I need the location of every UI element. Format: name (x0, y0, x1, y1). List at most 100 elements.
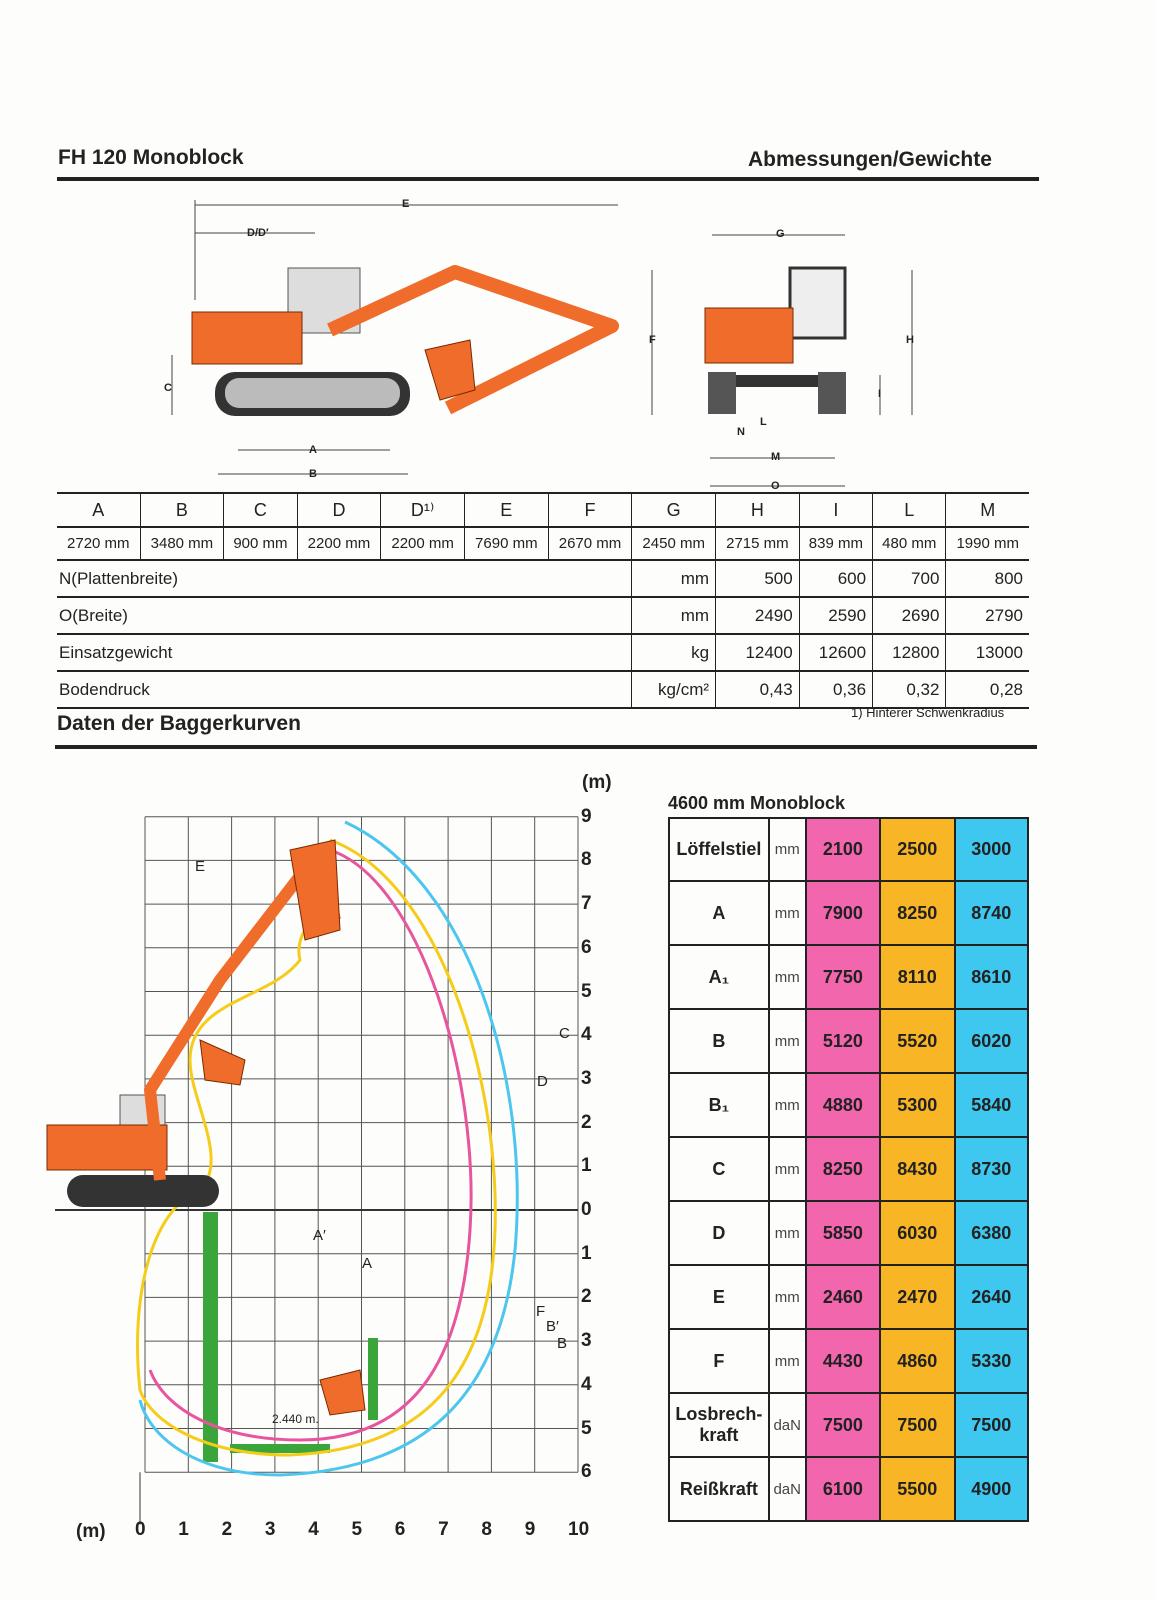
row-label: Losbrech-kraft (668, 1392, 770, 1458)
trench-wall (203, 1212, 218, 1462)
row-unit: mm (631, 597, 716, 634)
y-tick-label: 6 (581, 936, 592, 959)
cell-value: 5300 (879, 1072, 956, 1138)
y-tick-label: 0 (581, 1199, 592, 1221)
cell-value: 2670 mm (547, 527, 632, 560)
row-label: O(Breite) (59, 605, 128, 625)
row-label: Reißkraft (668, 1456, 770, 1522)
row-unit: mm (767, 1136, 807, 1202)
cell-value: 5500 (879, 1456, 956, 1522)
cell-value: 500 (715, 560, 800, 597)
trench-wall (368, 1338, 378, 1420)
cell-value: 2200 mm (296, 527, 381, 560)
cell-value: 7750 (804, 944, 882, 1010)
diagram-label-b1: B′ (546, 1318, 559, 1335)
cell-value: 1990 mm (945, 527, 1029, 560)
y-tick-label: 8 (581, 849, 592, 872)
x-tick-label: 10 (568, 1519, 590, 1540)
cell-value: 2450 mm (631, 527, 716, 560)
cell-value: 480 mm (872, 527, 946, 560)
column-header: M (945, 494, 1029, 527)
footnote: 1) Hinterer Schwenkradius (851, 705, 1005, 720)
diagram-label-f: F (536, 1303, 546, 1320)
cell-value: 5520 (879, 1008, 956, 1074)
curve-pink (148, 848, 473, 1442)
cell-value: 2490 (715, 597, 800, 634)
column-header: L (872, 494, 946, 527)
column-header: I (798, 494, 873, 527)
dimensions-table: A B C D D¹⁾ E F G H I L M 2720 mm 3480 mm 900 mm 2200 … (57, 494, 1029, 709)
cell-value: 6100 (804, 1456, 882, 1522)
divider (57, 492, 1029, 494)
y-tick-label: 4 (581, 1024, 592, 1047)
cell-value: 2470 (879, 1264, 956, 1330)
cell-value: 8610 (953, 944, 1029, 1010)
row-unit: mm (767, 1200, 807, 1266)
cell-value: 0,32 (872, 671, 946, 708)
dim-label-c: C (164, 382, 172, 394)
cell-value: 0,43 (715, 671, 800, 708)
cell-value: 5120 (804, 1008, 882, 1074)
row-unit: mm (767, 1008, 807, 1074)
cell-value: 8250 (804, 1136, 882, 1202)
diagram-label-b: B (557, 1335, 568, 1352)
curve-table-title: 4600 mm Monoblock (668, 793, 846, 813)
dim-label-g: G (776, 228, 785, 240)
y-tick-label: 6 (581, 1461, 592, 1484)
x-tick-label: 0 (135, 1519, 146, 1540)
diagram-label-d: D (537, 1073, 548, 1090)
x-unit-label: (m) (76, 1521, 106, 1542)
cell-value: 8740 (953, 880, 1029, 946)
cell-value: 600 (798, 560, 873, 597)
column-header: B (139, 494, 224, 527)
row-label: E (668, 1264, 770, 1330)
cell-value: 6380 (953, 1200, 1029, 1266)
cell-value: 2640 (953, 1264, 1029, 1330)
excavator-track (67, 1175, 219, 1207)
row-unit: daN (767, 1392, 807, 1458)
table-row: A₁ mm 7750 8110 8610 (668, 944, 1029, 1010)
cell-value: 6030 (879, 1200, 956, 1266)
excavator-body (46, 1124, 168, 1171)
cell-value: 900 mm (223, 527, 298, 560)
cell-value: 800 (945, 560, 1029, 597)
cell-value: 4860 (879, 1328, 956, 1394)
row-unit: kg/cm² (631, 671, 716, 708)
table-row: A B C D D¹⁾ E F G H I L M (57, 494, 1029, 527)
cell-value: 7500 (804, 1392, 882, 1458)
row-unit: kg (631, 634, 716, 671)
table-row: B₁ mm 4880 5300 5840 (668, 1072, 1029, 1138)
curve-yellow (136, 838, 497, 1457)
row-unit: mm (767, 1072, 807, 1138)
row-label: D (668, 1200, 770, 1266)
y-tick-label: 2 (581, 1286, 592, 1309)
column-header: D (296, 494, 381, 527)
x-tick-label: 1 (178, 1519, 189, 1540)
cell-value: 700 (872, 560, 946, 597)
y-tick-label: 7 (581, 893, 592, 916)
dim-label-o: O (771, 480, 780, 492)
cell-value: 8110 (879, 944, 956, 1010)
dim-label-f: F (649, 334, 656, 346)
table-row: N(Plattenbreite) mm 500 600 700 800 (57, 560, 1029, 597)
cell-value: 0,36 (798, 671, 873, 708)
table-row: Reißkraft daN 6100 5500 4900 (668, 1456, 1029, 1522)
table-row: Einsatzgewicht kg 12400 12600 12800 13000 (57, 634, 1029, 671)
column-header: A (92, 499, 105, 520)
y-unit-label: (m) (582, 772, 612, 793)
y-tick-label: 3 (581, 1330, 592, 1353)
column-header: D¹⁾ (380, 494, 465, 527)
cell-value: 4900 (953, 1456, 1029, 1522)
cell-value: 7900 (804, 880, 882, 946)
cell-value: 12400 (715, 634, 800, 671)
row-label: B₁ (668, 1072, 770, 1138)
row-label: N(Plattenbreite) (59, 568, 179, 588)
cell-value: 3480 mm (139, 527, 224, 560)
row-unit: daN (767, 1456, 807, 1522)
row-unit: mm (767, 1264, 807, 1330)
row-label: Bodendruck (59, 679, 150, 699)
